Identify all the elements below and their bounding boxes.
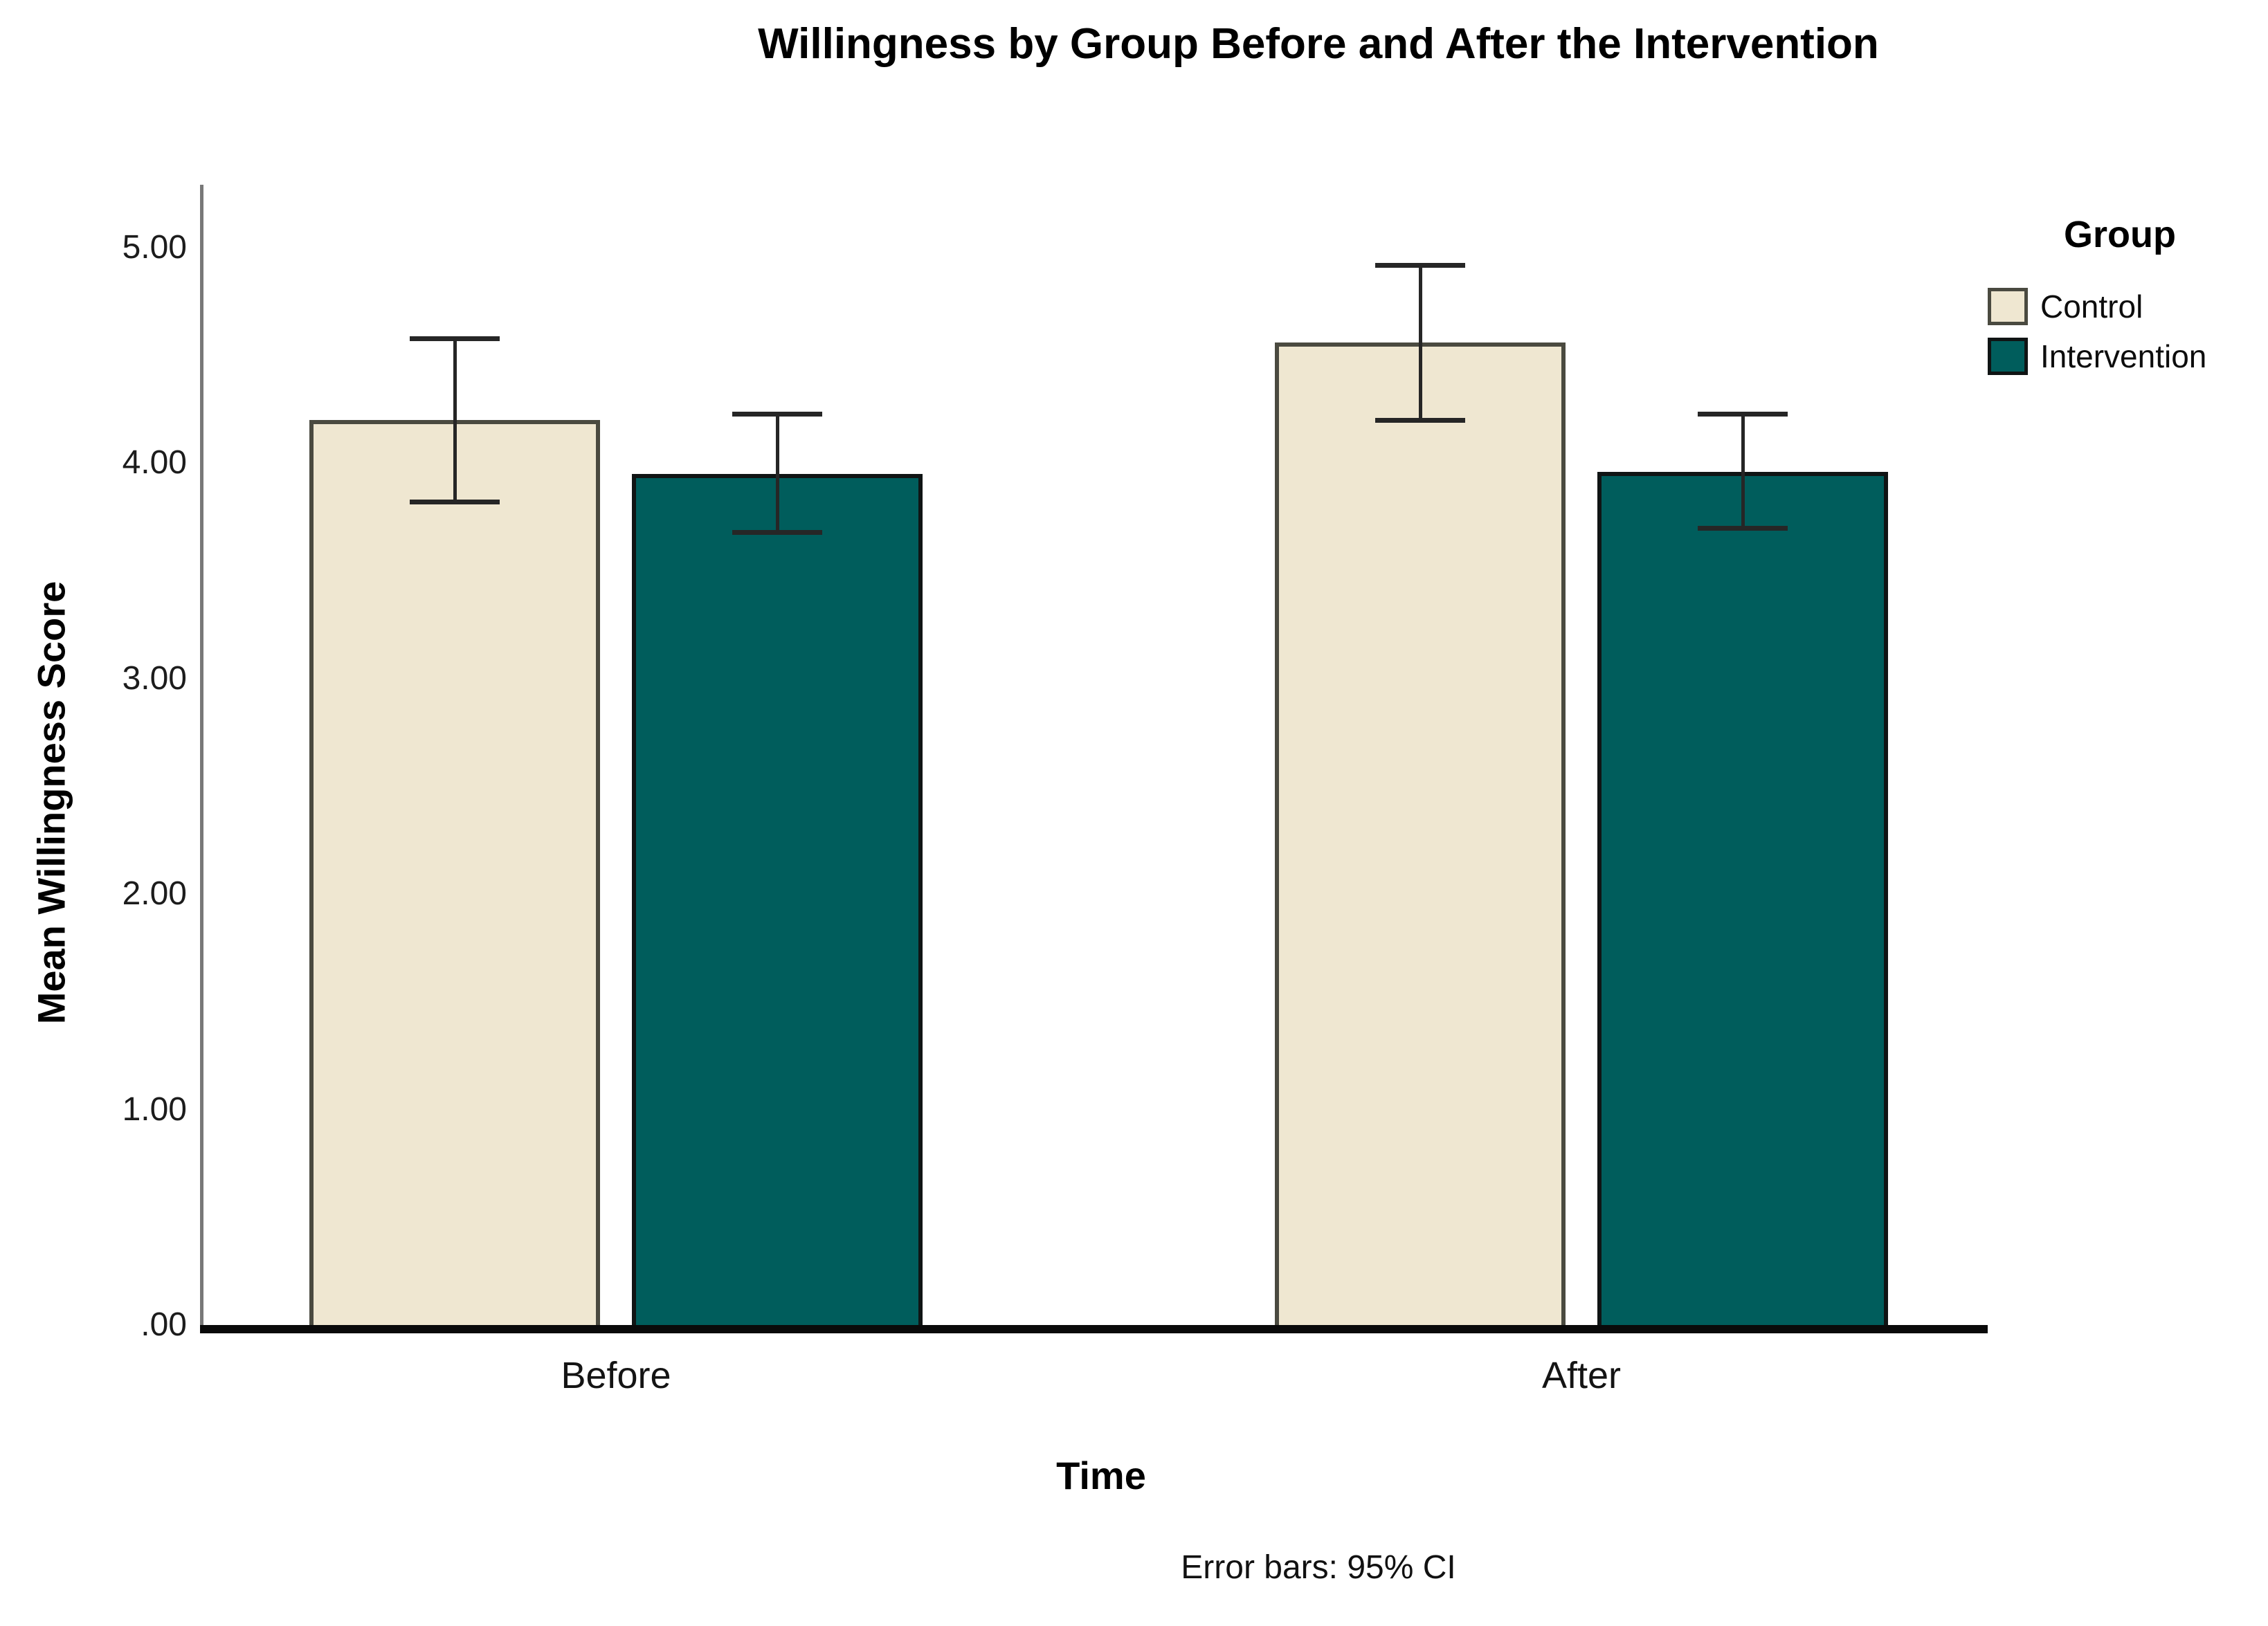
error-bars-footnote: Error bars: 95% CI xyxy=(1181,1549,1456,1586)
error-bar-cap-top-intervention-after xyxy=(1698,412,1788,417)
chart-title: Willingness by Group Before and After th… xyxy=(758,20,1879,68)
legend: Group Control Intervention xyxy=(1985,209,2255,417)
error-bar-stem-control-after xyxy=(1419,265,1422,420)
legend-title: Group xyxy=(2064,214,2176,255)
y-tick-label: 3.00 xyxy=(122,660,187,697)
y-axis-title: Mean Willingness Score xyxy=(29,581,73,1025)
legend-swatch-control xyxy=(1988,288,2028,325)
error-bar-stem-intervention-after xyxy=(1741,414,1745,528)
legend-item-control: Control xyxy=(1988,287,2143,326)
error-bar-cap-bottom-intervention-before xyxy=(732,530,822,535)
error-bar-cap-bottom-control-after xyxy=(1375,418,1465,423)
x-axis-line xyxy=(200,1325,1988,1333)
error-bar-cap-top-control-before xyxy=(410,336,500,341)
y-tick-label: 5.00 xyxy=(122,229,187,266)
y-tick-label: 2.00 xyxy=(122,875,187,912)
error-bar-cap-bottom-control-before xyxy=(410,500,500,504)
legend-label-control: Control xyxy=(2040,289,2143,325)
legend-label-intervention: Intervention xyxy=(2040,338,2207,374)
x-axis-title: Time xyxy=(1056,1454,1146,1497)
y-tick-label: .00 xyxy=(140,1306,187,1343)
legend-swatch-intervention xyxy=(1988,338,2028,375)
error-bar-cap-bottom-intervention-after xyxy=(1698,526,1788,531)
error-bar-stem-intervention-before xyxy=(776,414,779,532)
bar-control-after xyxy=(1275,342,1566,1331)
y-tick-label: 1.00 xyxy=(122,1091,187,1128)
error-bar-cap-top-intervention-before xyxy=(732,412,822,417)
y-axis-line xyxy=(200,185,203,1328)
bar-intervention-before xyxy=(632,474,923,1331)
bar-control-before xyxy=(309,420,600,1331)
y-tick-label: 4.00 xyxy=(122,444,187,481)
error-bar-stem-control-before xyxy=(453,338,457,502)
error-bar-cap-top-control-after xyxy=(1375,263,1465,268)
bar-intervention-after xyxy=(1597,472,1888,1331)
x-tick-label: After xyxy=(1541,1355,1622,1396)
legend-item-intervention: Intervention xyxy=(1988,337,2206,376)
x-tick-label: Before xyxy=(561,1355,671,1396)
